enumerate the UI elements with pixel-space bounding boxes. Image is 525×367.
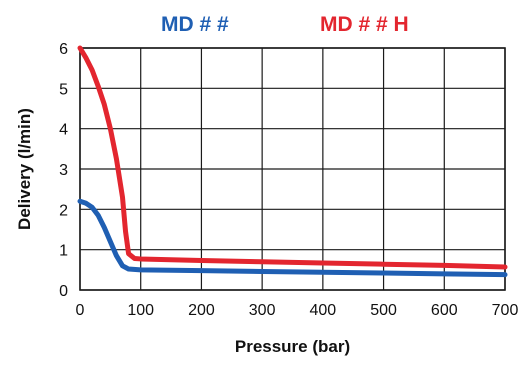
series-line-1 xyxy=(77,45,508,270)
y-tick-label-4: 4 xyxy=(59,122,68,139)
x-axis-title: Pressure (bar) xyxy=(235,337,350,356)
y-tick-label-6: 6 xyxy=(59,41,68,58)
x-tick-label-4: 400 xyxy=(310,302,337,319)
x-tick-label-2: 200 xyxy=(188,302,215,319)
series-lines xyxy=(77,45,508,278)
tick-labels: 0 100 200 300 400 500 600 700 0 1 2 3 4 5 6 xyxy=(59,41,518,319)
series-line-0 xyxy=(77,198,508,278)
x-tick-label-5: 500 xyxy=(370,302,397,319)
plot-frame xyxy=(79,47,506,291)
x-tick-label-0: 0 xyxy=(76,302,85,319)
legend-entry-0: MD # # xyxy=(161,13,229,36)
legend: MD # # MD # # H xyxy=(161,13,409,36)
y-tick-label-0: 0 xyxy=(59,283,68,300)
legend-entry-1: MD # # H xyxy=(320,13,409,36)
x-tick-label-1: 100 xyxy=(127,302,154,319)
y-tick-label-5: 5 xyxy=(59,81,68,98)
x-tick-label-3: 300 xyxy=(249,302,276,319)
grid xyxy=(79,47,506,291)
y-axis-title: Delivery (l/min) xyxy=(15,108,34,230)
x-tick-label-7: 700 xyxy=(492,302,519,319)
x-tick-label-6: 600 xyxy=(431,302,458,319)
y-tick-label-2: 2 xyxy=(59,202,68,219)
y-tick-label-1: 1 xyxy=(59,243,68,260)
y-tick-label-3: 3 xyxy=(59,162,68,179)
